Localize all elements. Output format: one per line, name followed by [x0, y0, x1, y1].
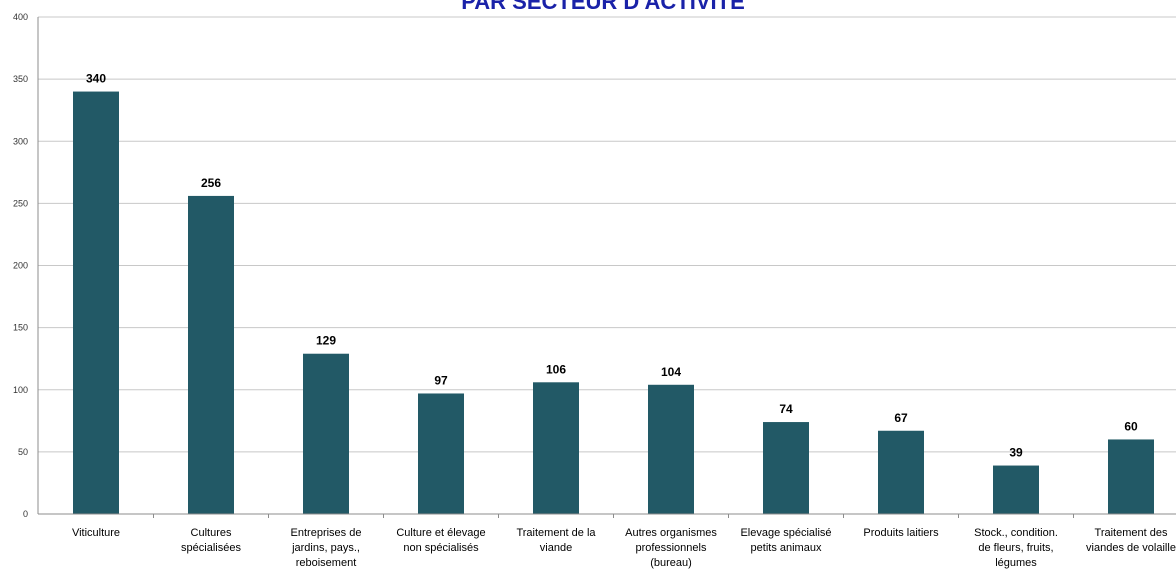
x-tick-label: Culture et élevage non spécialisés [396, 527, 485, 554]
data-label: 97 [434, 373, 448, 387]
bar [763, 422, 809, 514]
bar [993, 465, 1039, 514]
bar [648, 384, 694, 514]
data-label: 256 [201, 176, 221, 190]
x-tick-label-line: professionnels [636, 542, 707, 554]
data-label: 104 [661, 365, 681, 379]
x-tick-label-line: Entreprises de [291, 527, 362, 539]
x-tick-label-line: jardins, pays., [291, 542, 360, 554]
x-tick-label-line: Traitement des [1095, 527, 1168, 539]
bar [878, 430, 924, 514]
x-tick-label: Autres organismes professionnels (bureau) [625, 527, 717, 569]
bars [73, 91, 1154, 515]
x-tick-label-line: Autres organismes [625, 527, 717, 539]
x-tick-label: Cultures spécialisées [181, 527, 241, 554]
x-tick-label-line: Produits laitiers [863, 527, 939, 539]
x-tick-label: Traitement de la viande [516, 527, 596, 554]
data-label: 39 [1009, 446, 1023, 460]
y-tick-label: 350 [13, 74, 28, 84]
bar [73, 91, 119, 515]
y-tick-label: 100 [13, 385, 28, 395]
x-tick-label-line: viandes de volaille [1086, 542, 1176, 554]
y-tick-label: 400 [13, 12, 28, 22]
y-tick-label: 150 [13, 323, 28, 333]
y-tick-label: 200 [13, 261, 28, 271]
bar [418, 393, 464, 514]
x-tick-label: Stock., condition. de fleurs, fruits, légu… [974, 527, 1058, 569]
x-tick-label-line: reboisement [296, 557, 357, 569]
bar [188, 195, 234, 515]
x-tick-label-line: viande [540, 542, 572, 554]
x-tick-label-line: Viticulture [72, 527, 120, 539]
y-tick-label: 50 [18, 447, 28, 457]
y-tick-label: 250 [13, 198, 28, 208]
bar [1108, 439, 1154, 514]
data-labels: 340 256 129 97 106 104 74 67 39 60 [86, 72, 1138, 460]
x-tick-label-line: (bureau) [650, 557, 692, 569]
x-tick-label-line: Traitement de la [516, 527, 596, 539]
data-label: 106 [546, 362, 566, 376]
x-tick-label-line: Elevage spécialisé [740, 527, 831, 539]
bar [303, 353, 349, 514]
x-tick-label-line: Stock., condition. [974, 527, 1058, 539]
x-tick-label-line: légumes [995, 557, 1037, 569]
data-label: 60 [1124, 419, 1138, 433]
x-tick-label: Produits laitiers [863, 527, 939, 539]
x-axis-labels: Viticulture Cultures spécialisées Entrepris… [72, 514, 1176, 569]
data-label: 129 [316, 334, 336, 348]
data-label: 340 [86, 72, 106, 86]
x-tick-label: Entreprises de jardins, pays., reboisement [291, 527, 362, 569]
x-tick-label-line: Cultures [191, 527, 232, 539]
x-tick-label: Viticulture [72, 527, 120, 539]
y-tick-label: 300 [13, 136, 28, 146]
x-tick-label-line: petits animaux [751, 542, 822, 554]
x-tick-label-line: de fleurs, fruits, [978, 542, 1053, 554]
data-label: 67 [894, 411, 908, 425]
y-axis-ticks: 0 50 100 150 200 250 300 350 400 [13, 12, 28, 519]
x-tick-label-line: Culture et élevage [396, 527, 485, 539]
data-label: 74 [779, 402, 793, 416]
bar [533, 382, 579, 514]
chart-title: PAR SECTEUR D'ACTIVITÉ [461, 0, 745, 14]
x-tick-label: Traitement des viandes de volaille [1086, 527, 1176, 554]
y-tick-label: 0 [23, 509, 28, 519]
x-tick-label-line: non spécialisés [403, 542, 479, 554]
x-tick-label-line: spécialisées [181, 542, 241, 554]
x-tick-label: Elevage spécialisé petits animaux [740, 527, 831, 554]
